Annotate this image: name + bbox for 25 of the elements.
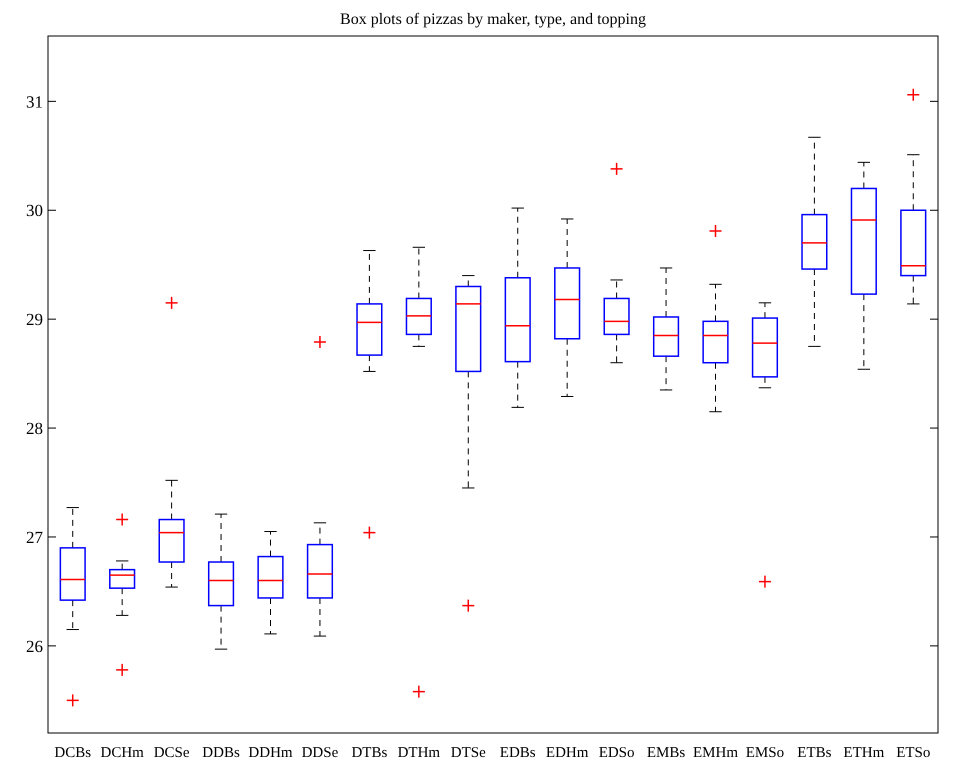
x-tick-label: EMBs (646, 745, 686, 761)
x-tick-label: DCSe (154, 745, 190, 761)
x-tick-label: EMHm (693, 745, 738, 761)
x-tick-label: DTSe (450, 745, 486, 761)
x-tick-label: EMSo (746, 745, 784, 761)
x-tick-label: DDHm (248, 745, 293, 761)
x-tick-label: DCBs (54, 745, 92, 761)
y-tick-label: 29 (26, 310, 43, 330)
chart-title: Box plots of pizzas by maker, type, and topping (340, 11, 646, 28)
x-tick-label: EDHm (546, 745, 589, 761)
x-tick-label: DDBs (202, 745, 240, 761)
x-tick-label: DTHm (398, 745, 440, 761)
y-tick-label: 27 (26, 528, 44, 547)
x-tick-label: ETHm (843, 745, 885, 761)
y-tick-label: 26 (26, 636, 43, 656)
x-tick-label: EDBs (500, 745, 536, 761)
x-tick-label: EDSo (598, 745, 635, 761)
y-tick-label: 28 (26, 419, 43, 438)
x-tick-label: ETBs (797, 745, 832, 761)
y-tick-label: 31 (26, 92, 43, 112)
x-tick-label: DTBs (351, 745, 388, 761)
x-tick-label: DDSe (302, 745, 339, 761)
x-tick-label: ETSo (896, 745, 930, 761)
x-tick-label: DCHm (100, 745, 144, 761)
y-tick-label: 30 (26, 201, 43, 220)
